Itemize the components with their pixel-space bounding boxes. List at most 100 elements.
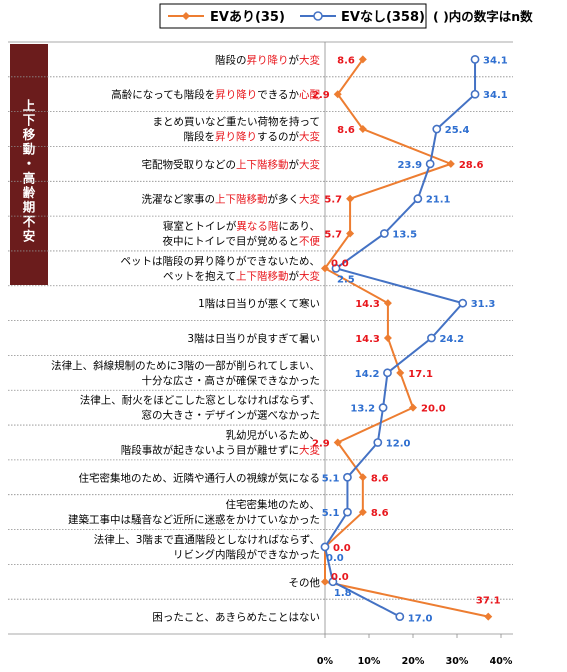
category-label: 階段事故が起きないよう目が離せずに大変	[121, 443, 321, 456]
data-point-ev-nashi	[331, 263, 341, 273]
data-label: 2.9	[312, 438, 330, 449]
legend-box	[159, 3, 427, 29]
data-label: 2.9	[312, 90, 330, 101]
data-point-ev-nashi	[432, 124, 442, 134]
x-tick-label: 20%	[402, 656, 425, 667]
data-label: 8.6	[337, 125, 355, 136]
data-point-ev-ari	[321, 577, 329, 586]
data-point-ev-nashi	[383, 368, 392, 378]
category-label: 洗濯など家事の上下階移動が多く大変	[142, 193, 321, 206]
data-point-ev-ari	[383, 299, 392, 308]
category-label: 法律上、3階まで直通階段としなければならず、	[94, 533, 320, 546]
data-point-ev-nashi	[470, 89, 480, 99]
data-point-ev-nashi	[343, 472, 352, 482]
legend-label-ev-ari: EVあり(35)	[210, 10, 285, 25]
category-label: 夜中にトイレで目が覚めると不便	[163, 235, 321, 248]
category-label: 1階は日当りが悪くて寒い	[198, 297, 320, 310]
row-grid	[8, 41, 513, 635]
category-label: 法律上、斜線規制のために3階の一部が削られてしまい、	[51, 359, 320, 372]
category-label: ペットを抱えて上下階移動が大変	[163, 269, 320, 282]
category-label: 宅配物受取りなどの上下階移動が大変	[142, 158, 321, 171]
category-label: 住宅密集地のため、	[226, 498, 321, 511]
data-label: 8.6	[371, 508, 389, 519]
data-label: 23.9	[397, 160, 422, 171]
data-point-ev-ari	[358, 508, 367, 517]
category-label: 住宅密集地のため、近隣や通行人の視線が気になる	[79, 471, 321, 484]
category-label: 建築工事中は騒音など近所に迷惑をかけていなかった	[68, 513, 320, 526]
data-point-ev-nashi	[427, 333, 436, 343]
data-label: 13.5	[392, 230, 417, 241]
group-label-box	[10, 44, 48, 285]
legend-label-ev-nashi: EVなし(358)	[341, 10, 425, 25]
category-label: 3階は日当りが良すぎて暑い	[187, 332, 320, 345]
data-label: 17.0	[408, 614, 433, 625]
category-label: ペットは階段の昇り降りができないため、	[121, 254, 321, 267]
x-tick-label: 30%	[446, 656, 469, 667]
data-point-ev-ari	[358, 55, 367, 64]
data-point-ev-nashi	[395, 612, 405, 621]
data-label: 5.7	[324, 230, 342, 241]
category-labels: 階段の昇り降りが大変高齢になっても階段を昇り降りできるか心配まとめ買いなど重たい…	[51, 53, 320, 623]
data-label: 25.4	[445, 125, 470, 136]
data-point-ev-ari	[358, 125, 367, 134]
data-point-ev-ari	[383, 334, 392, 342]
x-tick-label: 10%	[358, 656, 381, 667]
data-label: 8.6	[337, 55, 355, 66]
category-label: 法律上、耐火をほどこした窓としなければならず、	[80, 394, 320, 407]
category-label: リビング内階段ができなかった	[173, 548, 320, 561]
category-label: 乳幼児がいるため、	[226, 428, 321, 441]
x-tick-label: 0%	[317, 656, 334, 667]
data-point-ev-ari	[321, 264, 329, 273]
data-point-ev-ari	[396, 368, 405, 377]
data-point-ev-nashi	[413, 194, 423, 204]
data-label: 0.0	[326, 553, 344, 564]
legend: EVあり(35) EVなし(358) ( )内の数字はn数	[159, 3, 533, 29]
category-label: 困ったこと、あきらめたことはない	[152, 612, 320, 624]
data-point-ev-nashi	[320, 542, 330, 552]
category-label: その他	[289, 576, 321, 589]
data-label: 0.0	[333, 543, 351, 554]
data-label: 12.0	[386, 438, 411, 449]
data-point-ev-nashi	[458, 298, 468, 308]
data-label: 5.1	[322, 508, 340, 519]
series-markers	[320, 55, 493, 621]
data-point-ev-ari	[358, 473, 367, 482]
category-label: まとめ買いなど重たい荷物を持って	[153, 115, 320, 128]
legend-marker-ev-nashi	[313, 11, 323, 21]
data-label: 0.0	[331, 572, 349, 583]
data-point-ev-ari	[333, 90, 342, 99]
data-label: 31.3	[471, 299, 496, 310]
data-label: 34.1	[483, 55, 508, 66]
data-label: 20.0	[421, 404, 446, 415]
legend-marker-ev-ari	[182, 12, 190, 20]
data-label: 14.2	[355, 369, 380, 380]
x-axis: 0% 10% 20% 30% 40%	[317, 634, 513, 667]
data-label: 0.0	[331, 258, 349, 269]
data-label: 8.6	[371, 473, 389, 484]
data-point-ev-ari	[409, 403, 417, 412]
category-label: 階段を昇り降りするのが大変	[184, 130, 321, 143]
data-point-ev-nashi	[379, 229, 389, 238]
data-label: 34.1	[483, 90, 508, 101]
value-labels: 8.6 34.1 2.9 34.1 8.6 25.4 28.6 23.9 5.7 21.1 5.7 1…	[312, 55, 508, 624]
data-label: 14.3	[355, 299, 380, 310]
data-label: 37.1	[476, 596, 501, 607]
data-label: 1.8	[334, 588, 352, 599]
data-label: 5.1	[322, 473, 340, 484]
data-point-ev-nashi	[343, 507, 352, 517]
category-label: 寝室とトイレが異なる階にあり、	[163, 220, 320, 233]
data-label: 24.2	[439, 334, 464, 345]
data-label: 17.1	[408, 369, 433, 380]
legend-note: ( )内の数字はn数	[433, 9, 533, 24]
data-point-ev-nashi	[328, 577, 338, 587]
category-label: 窓の大きさ・デザインが選べなかった	[142, 409, 321, 422]
data-point-ev-ari	[346, 194, 355, 203]
data-label: 2.5	[337, 274, 355, 285]
data-point-ev-nashi	[470, 55, 480, 64]
data-point-ev-nashi	[378, 403, 388, 413]
category-label: 高齢になっても階段を昇り降りできるか心配	[111, 88, 320, 101]
data-point-ev-ari	[446, 159, 455, 168]
data-point-ev-ari	[484, 612, 493, 621]
x-tick-label: 40%	[490, 656, 513, 667]
